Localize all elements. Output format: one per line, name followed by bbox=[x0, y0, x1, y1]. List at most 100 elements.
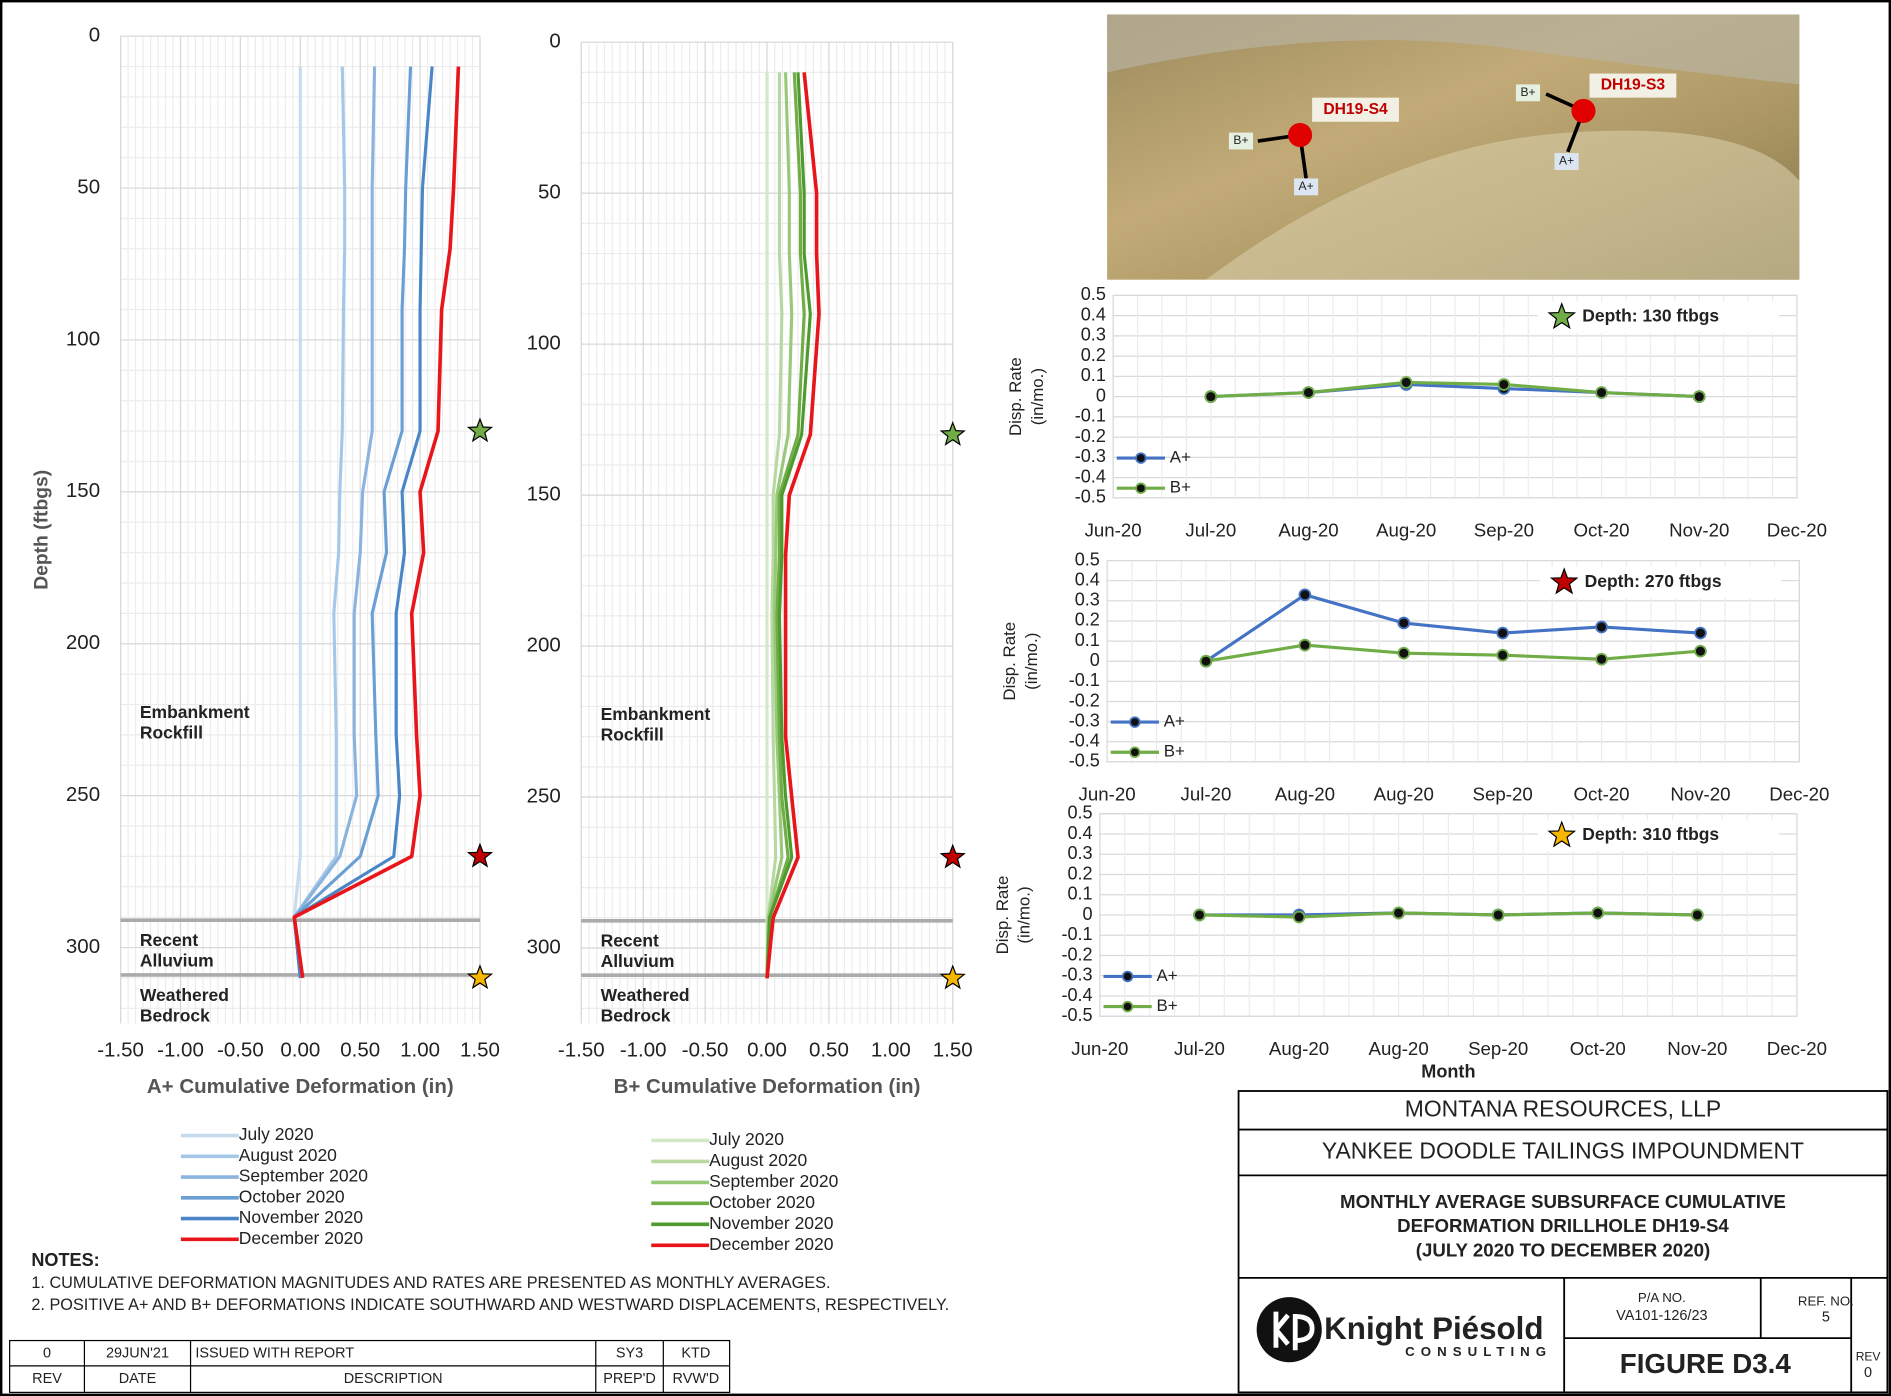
x-axis-label: B+ Cumulative Deformation (in) bbox=[614, 1075, 921, 1098]
y-tick-label: 0.3 bbox=[1075, 590, 1100, 610]
y-tick-label: 250 bbox=[527, 784, 561, 807]
y-tick-label: 0.3 bbox=[1081, 325, 1106, 345]
legend-marker bbox=[1129, 746, 1141, 758]
x-tick-label: 1.50 bbox=[933, 1039, 973, 1062]
layer-label: Bedrock bbox=[140, 1005, 210, 1025]
x-tick-label: Oct-20 bbox=[1570, 1038, 1626, 1059]
data-point bbox=[1392, 906, 1405, 920]
project: YANKEE DOODLE TAILINGS IMPOUNDMENT bbox=[1322, 1138, 1804, 1164]
y-tick-label: 0.5 bbox=[1067, 803, 1092, 823]
data-point bbox=[1491, 908, 1505, 922]
data-point bbox=[1199, 654, 1213, 668]
y-axis-label: Disp. Rate bbox=[993, 876, 1012, 955]
data-point bbox=[1595, 652, 1608, 666]
data-point bbox=[1204, 390, 1218, 403]
depth-marker bbox=[466, 417, 494, 443]
table-cell: SY3 bbox=[616, 1346, 643, 1362]
x-tick-label: Jun-20 bbox=[1079, 784, 1136, 805]
layer-label: Recent bbox=[601, 931, 659, 951]
note: 2. POSITIVE A+ AND B+ DEFORMATIONS INDIC… bbox=[31, 1296, 949, 1314]
legend-label: August 2020 bbox=[709, 1150, 807, 1170]
revision-table bbox=[9, 1339, 731, 1393]
layer-label: Embankment bbox=[601, 704, 711, 724]
table-cell: 29JUN'21 bbox=[106, 1346, 169, 1362]
data-point bbox=[1399, 376, 1413, 389]
photo-label: DH19-S4 bbox=[1323, 101, 1388, 118]
x-tick-label: Oct-20 bbox=[1574, 784, 1630, 805]
legend-label: November 2020 bbox=[709, 1213, 834, 1233]
layer-label: Rockfill bbox=[601, 725, 664, 745]
layer-label: Rockfill bbox=[140, 723, 203, 743]
legend-label: July 2020 bbox=[709, 1129, 784, 1149]
y-tick-label: -0.2 bbox=[1069, 690, 1100, 710]
x-tick-label: Sep-20 bbox=[1474, 520, 1534, 541]
photo-area bbox=[1107, 14, 1800, 85]
legend-label: July 2020 bbox=[239, 1124, 314, 1144]
legend-label: B+ bbox=[1157, 996, 1178, 1015]
x-tick-label: -0.50 bbox=[217, 1039, 264, 1062]
rev-number: 0 bbox=[1864, 1365, 1872, 1381]
x-tick-label: Nov-20 bbox=[1667, 1038, 1727, 1059]
data-point bbox=[1302, 386, 1315, 399]
figure-number: FIGURE D3.4 bbox=[1620, 1348, 1792, 1379]
legend-label: B+ bbox=[1170, 478, 1191, 497]
table-cell: DATE bbox=[119, 1371, 157, 1387]
y-tick-label: -0.5 bbox=[1069, 751, 1100, 771]
notes-title: NOTES: bbox=[31, 1250, 99, 1270]
legend-marker bbox=[1129, 716, 1141, 728]
y-tick-label: 0.4 bbox=[1067, 823, 1092, 843]
profile-line bbox=[765, 72, 806, 979]
y-tick-label: 0.3 bbox=[1067, 843, 1092, 863]
title-star bbox=[1547, 820, 1577, 848]
photo-label: B+ bbox=[1233, 133, 1248, 147]
x-tick-label: Jun-20 bbox=[1071, 1038, 1128, 1059]
legend-marker bbox=[1135, 452, 1147, 464]
legend-marker bbox=[1135, 482, 1147, 494]
label-box bbox=[1589, 73, 1677, 98]
y-tick-label: 0.2 bbox=[1081, 345, 1106, 365]
x-tick-label: -0.50 bbox=[682, 1039, 729, 1062]
y-tick-label: 50 bbox=[77, 175, 100, 198]
y-tick-label: -0.4 bbox=[1069, 731, 1100, 751]
x-tick-label: Aug-20 bbox=[1275, 784, 1335, 805]
y-tick-label: 250 bbox=[66, 783, 100, 806]
layer-label: Recent bbox=[140, 930, 198, 950]
legend-label: B+ bbox=[1164, 742, 1185, 761]
y-axis-label: (in/mo.) bbox=[1022, 633, 1041, 690]
logo-glyph bbox=[1273, 1311, 1315, 1351]
x-tick-label: Dec-20 bbox=[1769, 784, 1829, 805]
y-tick-label: 200 bbox=[66, 631, 100, 654]
x-tick-label: -1.50 bbox=[558, 1039, 605, 1062]
y-tick-label: -0.5 bbox=[1061, 1005, 1092, 1025]
rev-label: REV bbox=[1856, 1350, 1881, 1364]
data-point bbox=[1496, 648, 1510, 662]
x-tick-label: Sep-20 bbox=[1473, 784, 1533, 805]
y-tick-label: 100 bbox=[527, 332, 561, 355]
layer-label: Alluvium bbox=[601, 951, 675, 971]
data-point bbox=[1193, 908, 1206, 922]
x-tick-label: Sep-20 bbox=[1468, 1038, 1528, 1059]
profile-line bbox=[765, 72, 821, 979]
series-line bbox=[1199, 911, 1698, 919]
y-tick-label: -0.3 bbox=[1061, 965, 1092, 985]
legend-label: August 2020 bbox=[239, 1145, 337, 1165]
data-point bbox=[1397, 646, 1411, 660]
x-tick-label: 0.50 bbox=[340, 1039, 380, 1062]
photo-area bbox=[1205, 130, 1800, 280]
y-tick-label: -0.5 bbox=[1075, 487, 1106, 507]
depth-marker bbox=[466, 842, 494, 868]
y-tick-label: 0 bbox=[1096, 385, 1106, 405]
data-point bbox=[1298, 588, 1312, 602]
table-cell: RVW'D bbox=[673, 1371, 720, 1387]
x-tick-label: -1.00 bbox=[620, 1039, 667, 1062]
y-tick-label: 0.2 bbox=[1067, 863, 1092, 883]
x-tick-label: 0.50 bbox=[809, 1039, 849, 1062]
series-line bbox=[1205, 593, 1701, 663]
legend-label: December 2020 bbox=[709, 1234, 834, 1254]
client: MONTANA RESOURCES, LLP bbox=[1405, 1095, 1721, 1121]
y-axis-label: Disp. Rate bbox=[1000, 622, 1019, 701]
x-axis-label: Month bbox=[1421, 1062, 1475, 1082]
x-tick-label: -1.50 bbox=[97, 1039, 144, 1062]
legend-label: December 2020 bbox=[239, 1228, 364, 1248]
data-point bbox=[1595, 386, 1608, 399]
